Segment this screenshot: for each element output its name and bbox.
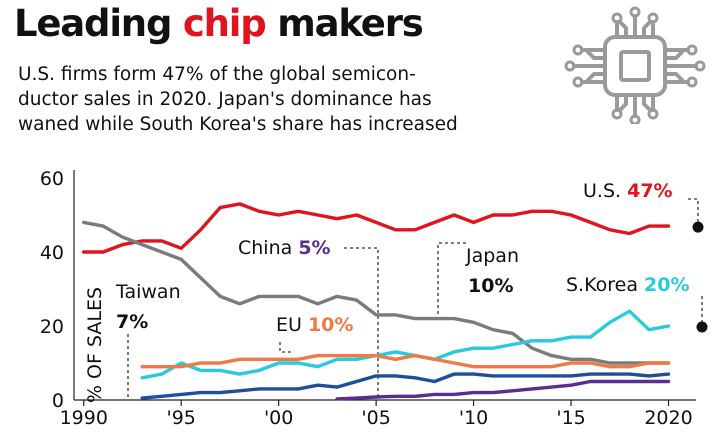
x-tick-label: '10 [459,407,488,429]
callout-eu [279,342,292,353]
callout-japan [437,242,466,323]
subtitle-line-2: ductor sales in 2020. Japan's dominance … [18,89,432,110]
chart-subtitle: U.S. firms form 47% of the global semico… [18,62,578,137]
series-line-japan [81,220,671,365]
y-tick-label: 20 [40,316,64,338]
end-marker-us [692,221,704,233]
chart-title: Leading chip makers [14,2,424,45]
series-label-taiwan: Taiwan [115,281,181,303]
series-line-us [81,202,671,254]
series-line-china [335,379,671,401]
series-value-us: 47% [627,180,672,202]
series-line-eu [140,353,671,369]
subtitle-line-1: U.S. firms form 47% of the global semico… [18,64,416,85]
y-tick-label: 40 [40,242,64,264]
series-value-japan: 10% [468,275,513,297]
series-line-taiwan [140,372,671,400]
y-tick-label: 60 [40,168,64,190]
x-tick-label: '15 [556,407,585,429]
series-label-china: China 5% [238,237,331,259]
subtitle-line-3: waned while South Korea's share has incr… [18,114,458,135]
series-label-skorea: S.Korea 20% [566,274,690,296]
x-tick-label: 2020 [644,407,692,429]
series-label-japan: Japan [465,245,519,267]
x-tick-label: 1990 [60,407,108,429]
microchip-icon [564,6,706,124]
callout-china [344,247,379,398]
series-value-china: 5% [298,237,330,259]
end-marker-skorea [696,321,708,333]
series-value-eu: 10% [308,314,353,336]
series-line-skorea [140,309,671,380]
x-tick-label: '00 [264,407,293,429]
series-label-eu: EU 10% [276,314,353,336]
y-axis-label: % OF SALES [84,287,106,403]
y-tick-label: 0 [52,390,64,412]
x-tick-label: '95 [167,407,196,429]
series-value-taiwan: 7% [116,311,148,333]
x-tick-label: '05 [361,407,390,429]
title-highlight: chip [182,2,267,45]
series-label-us: U.S. 47% [583,180,673,202]
series-value-skorea: 20% [644,274,689,296]
